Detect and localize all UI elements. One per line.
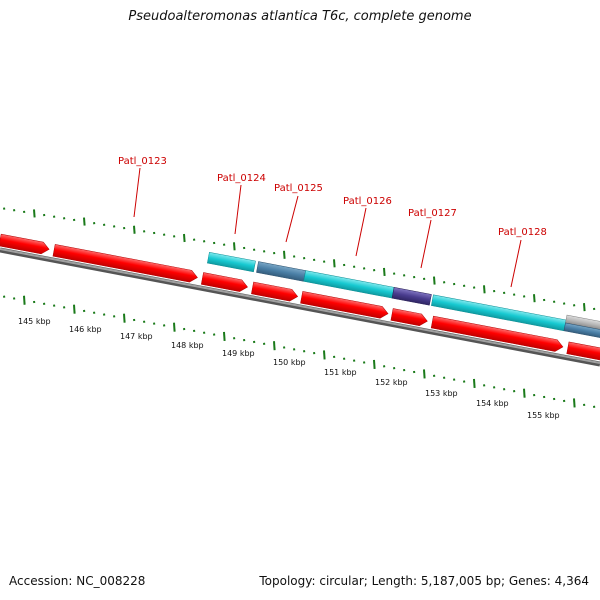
cds-arrow (390, 308, 428, 326)
cds-arrow (566, 341, 600, 362)
gene-label: Patl_0125 (274, 183, 323, 194)
major-tick (223, 331, 226, 341)
major-tick (73, 304, 76, 314)
gene-leader-line (420, 219, 432, 269)
gene-leader-line (285, 195, 299, 243)
major-tick (473, 378, 476, 389)
gene-label: Patl_0124 (217, 173, 266, 184)
scale-label: 153 kbp (425, 389, 458, 398)
scale-labels: 145 kbp 146 kbp 147 kbp 148 kbp 149 kbp … (18, 317, 560, 420)
cds-track (0, 233, 600, 362)
major-tick (133, 225, 136, 234)
scale-label: 146 kbp (69, 325, 102, 334)
major-tick (573, 398, 576, 408)
major-tick (23, 295, 26, 305)
major-tick (123, 313, 126, 323)
scale-label: 145 kbp (18, 317, 51, 326)
major-tick (323, 350, 326, 360)
feature-bar-navy (391, 287, 432, 306)
gene-label: Patl_0127 (408, 208, 457, 219)
scale-label: 148 kbp (171, 341, 204, 350)
scale-label: 155 kbp (527, 411, 560, 420)
cds-arrow (200, 272, 248, 292)
major-tick (233, 242, 236, 251)
bottom-tick-track (3, 295, 596, 408)
major-tick (373, 359, 376, 369)
genome-summary-text: Topology: circular; Length: 5,187,005 bp… (259, 574, 589, 588)
cds-arrow (0, 233, 50, 255)
gene-label: Patl_0123 (118, 156, 167, 167)
gene-label: Patl_0128 (498, 227, 547, 238)
gene-leader-line (355, 207, 367, 257)
scale-label: 154 kbp (476, 399, 509, 408)
scale-label: 152 kbp (375, 378, 408, 387)
major-tick (283, 250, 286, 259)
major-tick (583, 303, 586, 312)
map-title: Pseudoalteromonas atlantica T6c, complet… (128, 9, 472, 24)
feature-bar-steel (563, 322, 600, 340)
scale-label: 151 kbp (324, 368, 357, 377)
gene-leader-line (234, 184, 242, 235)
cds-arrow (251, 281, 299, 302)
major-tick (383, 267, 386, 276)
feature-bar-steel (256, 261, 306, 282)
gene-leader-line (133, 167, 141, 218)
top-tick-track (3, 207, 596, 312)
scale-label: 150 kbp (273, 358, 306, 367)
major-tick (523, 388, 526, 398)
cds-arrow (300, 291, 389, 319)
feature-track (207, 251, 600, 340)
cds-arrow (52, 244, 198, 283)
accession-text: Accession: NC_008228 (9, 574, 146, 588)
major-tick (183, 233, 186, 243)
major-tick (483, 285, 486, 294)
major-tick (333, 259, 336, 268)
cds-arrow (430, 315, 564, 352)
feature-bar-cyan (207, 251, 256, 273)
major-tick (433, 276, 436, 285)
major-tick (273, 341, 276, 351)
major-tick (173, 322, 176, 332)
major-tick (83, 217, 86, 226)
major-tick (533, 294, 536, 303)
major-tick (423, 369, 426, 379)
genome-backbone (0, 247, 600, 367)
gene-label: Patl_0126 (343, 196, 392, 207)
scale-label: 149 kbp (222, 349, 255, 358)
major-tick (33, 209, 36, 218)
gene-leader-line (510, 239, 522, 288)
gene-labels: Patl_0123 Patl_0124 Patl_0125 Patl_0126 … (118, 156, 547, 288)
scale-label: 147 kbp (120, 332, 153, 341)
